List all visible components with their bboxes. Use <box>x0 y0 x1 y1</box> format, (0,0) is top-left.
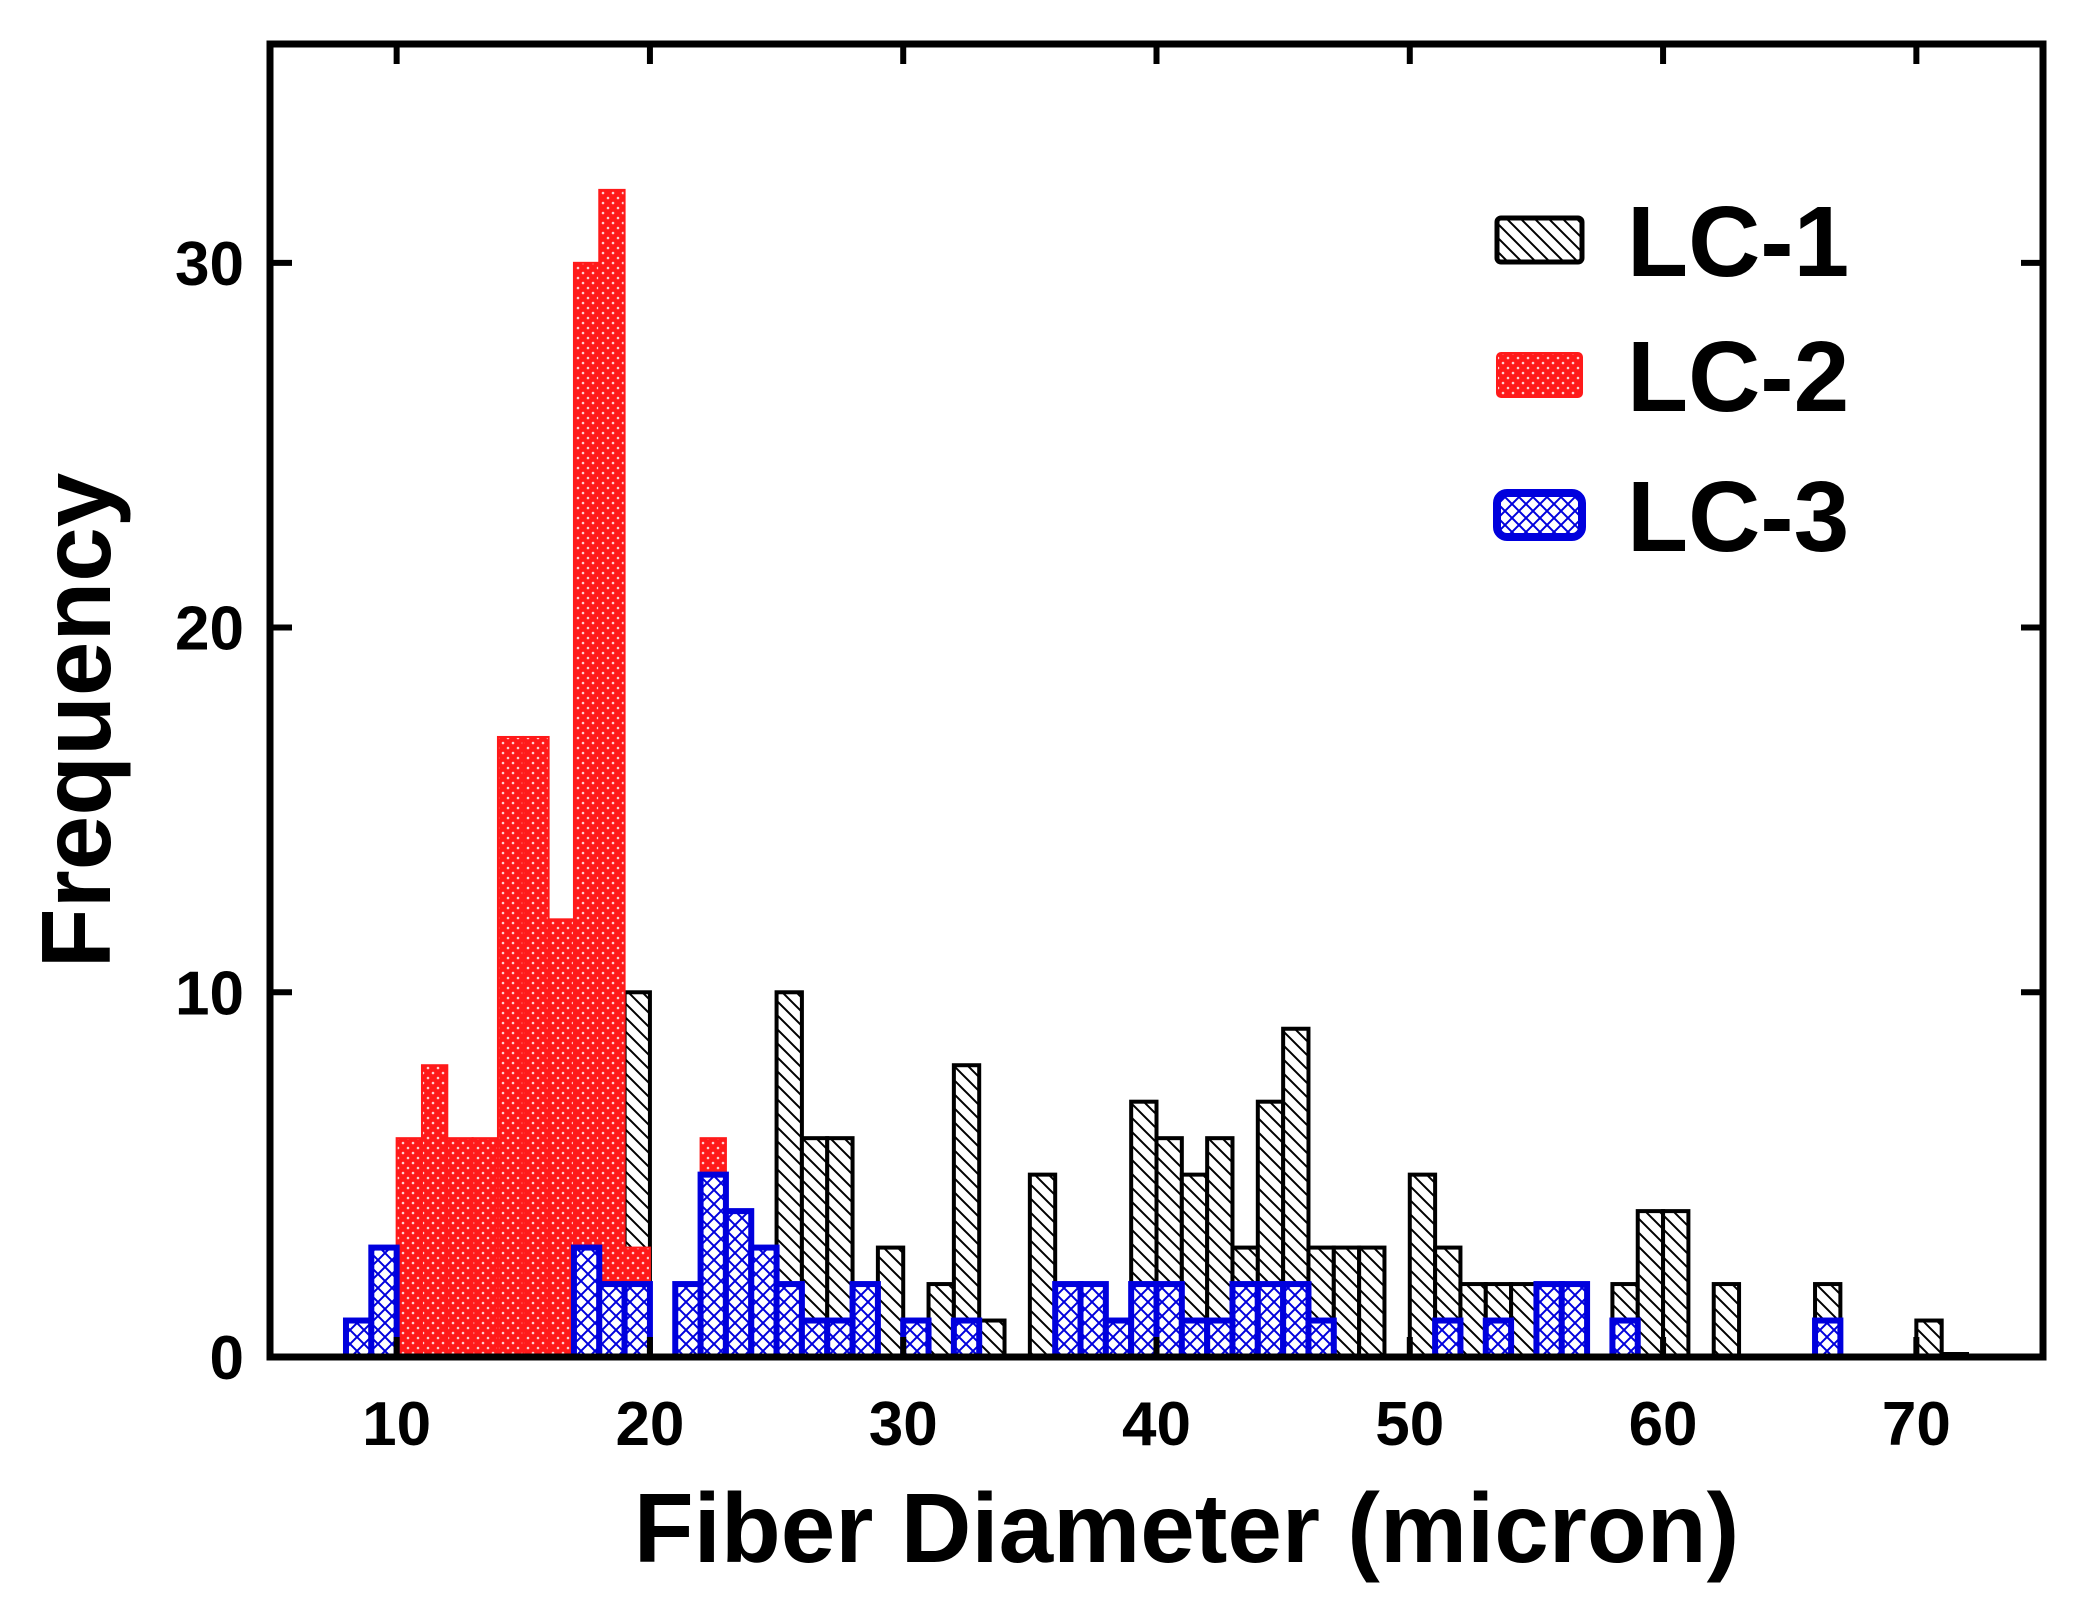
bar-lc3-9 <box>368 1244 400 1361</box>
bar-lc3-24 <box>748 1244 780 1361</box>
y-tick-label-30: 30 <box>175 230 244 299</box>
bar-lc3-28 <box>849 1281 881 1360</box>
bar-lc3-26 <box>798 1317 831 1361</box>
bar-lc3-44 <box>1254 1281 1287 1360</box>
x-axis-title: Fiber Diameter (micron) <box>634 1473 1739 1583</box>
bar-lc3-39 <box>1128 1281 1160 1360</box>
series-lc2-bars <box>395 188 727 1359</box>
bar-lc3-53 <box>1482 1317 1515 1361</box>
bar-lc1-52 <box>1458 1282 1488 1359</box>
y-tick-label-10: 10 <box>175 959 244 1028</box>
bar-lc1-31 <box>926 1282 956 1359</box>
bar-lc1-60 <box>1661 1209 1691 1359</box>
x-tick-label-30: 30 <box>869 1390 938 1459</box>
bar-lc3-46 <box>1305 1317 1337 1361</box>
legend-label-lc2: LC-2 <box>1627 321 1849 433</box>
bar-lc3-37 <box>1077 1281 1109 1360</box>
bar-lc1-47 <box>1331 1245 1362 1360</box>
bar-lc3-30 <box>900 1317 932 1361</box>
bar-lc3-8 <box>342 1317 375 1361</box>
bar-lc2-17 <box>572 261 601 1358</box>
bar-lc1-29 <box>875 1245 906 1360</box>
bar-lc3-43 <box>1229 1281 1261 1360</box>
bar-lc2-10 <box>395 1137 423 1358</box>
bar-lc3-38 <box>1102 1317 1135 1361</box>
bar-lc3-19 <box>621 1281 653 1360</box>
x-tick-label-60: 60 <box>1629 1390 1698 1459</box>
bar-lc3-36 <box>1052 1281 1084 1360</box>
series-lc3-bars <box>342 1171 1844 1361</box>
bar-lc3-32 <box>950 1317 983 1361</box>
y-tick-label-0: 0 <box>210 1324 244 1393</box>
bar-lc3-18 <box>596 1281 628 1360</box>
bar-lc2-15 <box>522 735 550 1358</box>
bar-lc1-70 <box>1914 1318 1944 1360</box>
bar-lc1-59 <box>1635 1209 1666 1359</box>
bar-lc3-58 <box>1609 1317 1641 1361</box>
legend-label-lc1: LC-1 <box>1627 186 1849 298</box>
bar-lc3-41 <box>1178 1317 1211 1361</box>
x-tick-label-40: 40 <box>1122 1390 1191 1459</box>
bar-lc2-14 <box>496 735 525 1358</box>
x-tick-label-50: 50 <box>1375 1390 1444 1459</box>
bar-lc3-23 <box>722 1208 755 1360</box>
legend-swatch-lc3 <box>1493 489 1586 541</box>
bar-lc3-22 <box>697 1171 729 1361</box>
bar-lc2-11 <box>420 1064 449 1358</box>
bar-lc3-21 <box>672 1281 704 1360</box>
x-tick-label-10: 10 <box>362 1390 431 1459</box>
bar-lc2-12 <box>446 1137 474 1358</box>
bar-lc3-25 <box>773 1281 805 1360</box>
x-tick-label-20: 20 <box>615 1390 684 1459</box>
bar-lc3-17 <box>570 1244 603 1361</box>
bar-lc1-50 <box>1407 1172 1438 1360</box>
bar-lc3-45 <box>1280 1281 1312 1360</box>
bar-lc3-55 <box>1533 1281 1565 1360</box>
y-axis-title: Frequency <box>21 473 131 969</box>
x-axis: 10 20 30 40 50 60 70 <box>362 44 1951 1459</box>
legend-swatch-lc1 <box>1494 215 1585 265</box>
bar-lc3-40 <box>1153 1281 1185 1360</box>
bar-lc1-62 <box>1711 1282 1742 1359</box>
bar-lc3-66 <box>1812 1317 1844 1361</box>
bar-lc2-16 <box>547 918 575 1358</box>
bar-lc1-33 <box>977 1318 1007 1360</box>
legend-swatch-lc2 <box>1496 352 1583 398</box>
bar-lc3-27 <box>824 1317 856 1361</box>
bar-lc3-51 <box>1432 1317 1464 1361</box>
bar-lc3-42 <box>1204 1317 1236 1361</box>
bar-lc1-48 <box>1357 1245 1387 1360</box>
bar-lc3-56 <box>1558 1281 1591 1360</box>
bar-lc1-35 <box>1027 1172 1058 1360</box>
bar-lc2-13 <box>471 1137 499 1358</box>
y-axis: 0 10 20 30 <box>175 230 2043 1393</box>
y-tick-label-20: 20 <box>175 595 244 664</box>
legend: LC-1 LC-2 LC-3 <box>1493 186 1849 573</box>
x-tick-label-70: 70 <box>1882 1390 1951 1459</box>
bar-lc1-54 <box>1509 1282 1539 1359</box>
legend-label-lc3: LC-3 <box>1627 461 1849 573</box>
bar-lc2-18 <box>598 188 626 1358</box>
bar-lc1-32 <box>951 1063 982 1359</box>
